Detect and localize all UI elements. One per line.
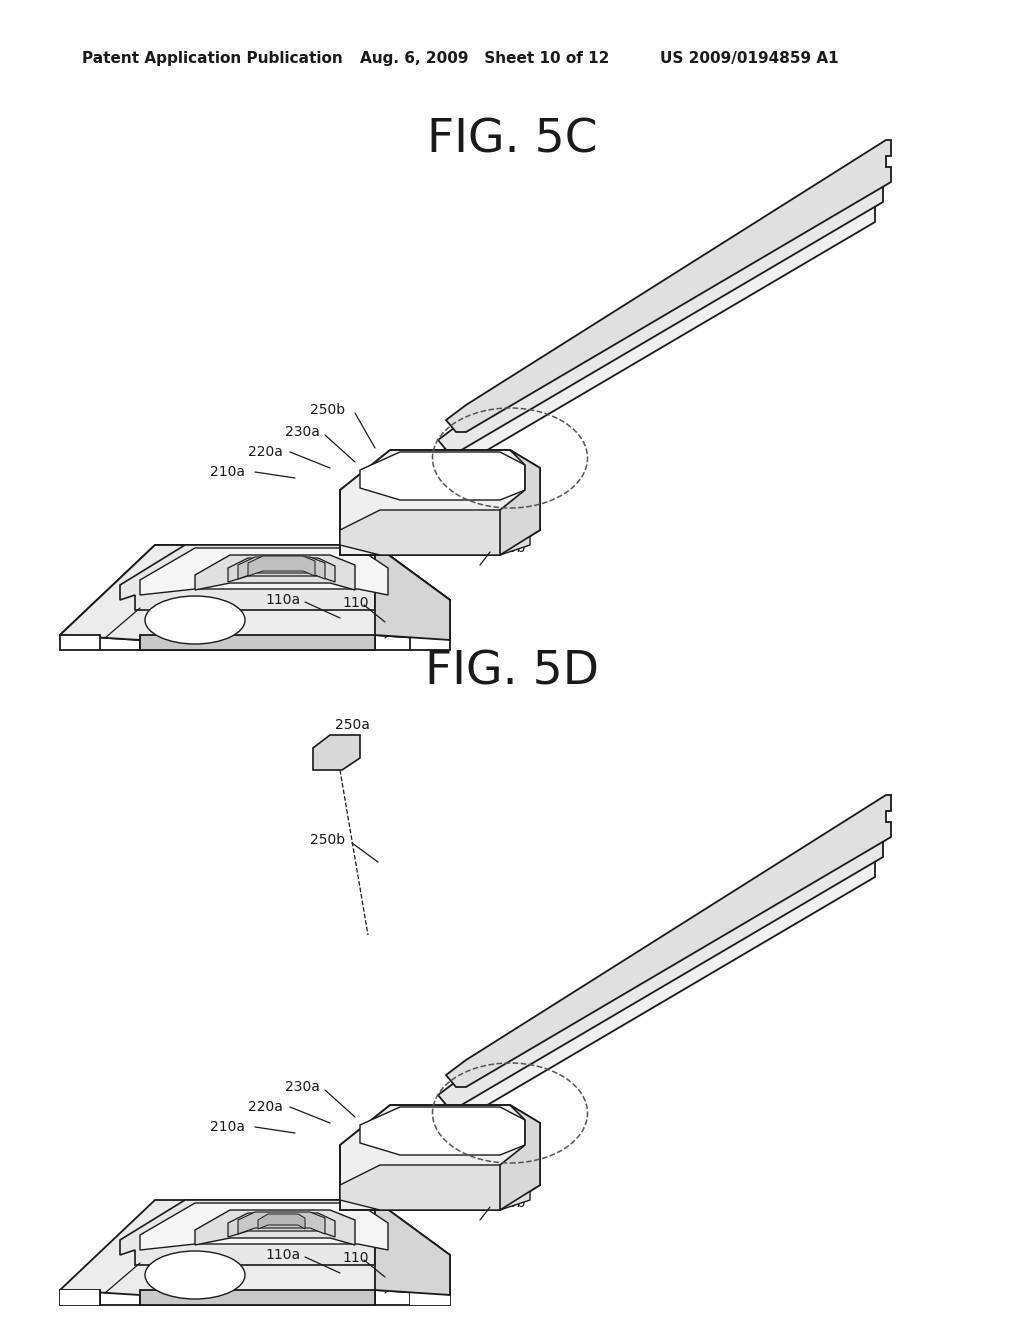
Text: 110: 110 (342, 597, 369, 610)
Polygon shape (238, 557, 325, 579)
Polygon shape (60, 1200, 450, 1305)
Text: 230a: 230a (285, 425, 319, 440)
Polygon shape (375, 1200, 450, 1295)
Text: 250a: 250a (335, 718, 370, 733)
Text: 220a: 220a (248, 445, 283, 459)
Polygon shape (140, 635, 375, 649)
Polygon shape (228, 1213, 335, 1237)
Text: US 2009/0194859 A1: US 2009/0194859 A1 (660, 50, 839, 66)
Polygon shape (140, 1290, 375, 1305)
Ellipse shape (145, 1251, 245, 1299)
Polygon shape (438, 160, 883, 451)
Polygon shape (340, 1105, 540, 1210)
Polygon shape (313, 735, 360, 770)
Polygon shape (430, 180, 874, 473)
Polygon shape (430, 836, 874, 1127)
Polygon shape (375, 545, 450, 640)
Polygon shape (360, 451, 525, 500)
Polygon shape (195, 554, 355, 590)
Polygon shape (120, 1200, 400, 1265)
Polygon shape (140, 548, 388, 595)
Polygon shape (228, 558, 335, 582)
Polygon shape (248, 556, 315, 576)
Polygon shape (140, 1203, 388, 1250)
Polygon shape (446, 795, 891, 1086)
Polygon shape (60, 545, 450, 649)
Polygon shape (410, 1290, 450, 1305)
Text: 110a: 110a (265, 1247, 300, 1262)
Polygon shape (60, 545, 450, 649)
Polygon shape (60, 1290, 100, 1305)
Text: 110b: 110b (490, 1196, 525, 1210)
Polygon shape (238, 1212, 325, 1234)
Text: 210a: 210a (210, 1119, 245, 1134)
Ellipse shape (145, 597, 245, 644)
Polygon shape (500, 1105, 540, 1210)
Text: 250b: 250b (310, 403, 345, 417)
Polygon shape (446, 140, 891, 432)
Polygon shape (500, 450, 540, 554)
Polygon shape (195, 1210, 355, 1245)
Text: 110a: 110a (265, 593, 300, 607)
Text: FIG. 5C: FIG. 5C (427, 117, 597, 162)
Polygon shape (340, 1166, 530, 1210)
Polygon shape (340, 510, 530, 554)
Polygon shape (258, 1214, 305, 1229)
Text: Patent Application Publication: Patent Application Publication (82, 50, 343, 66)
Text: Aug. 6, 2009   Sheet 10 of 12: Aug. 6, 2009 Sheet 10 of 12 (360, 50, 609, 66)
Text: 250b: 250b (310, 833, 345, 847)
Text: 220a: 220a (248, 1100, 283, 1114)
Polygon shape (60, 635, 100, 649)
Text: FIG. 5D: FIG. 5D (425, 649, 599, 694)
Polygon shape (120, 545, 400, 610)
Text: 110b: 110b (490, 541, 525, 554)
Polygon shape (340, 450, 540, 554)
Text: 210a: 210a (210, 465, 245, 479)
Polygon shape (438, 814, 883, 1107)
Polygon shape (360, 1107, 525, 1155)
Text: 110: 110 (342, 1251, 369, 1265)
Text: 230a: 230a (285, 1080, 319, 1094)
Polygon shape (410, 635, 450, 649)
